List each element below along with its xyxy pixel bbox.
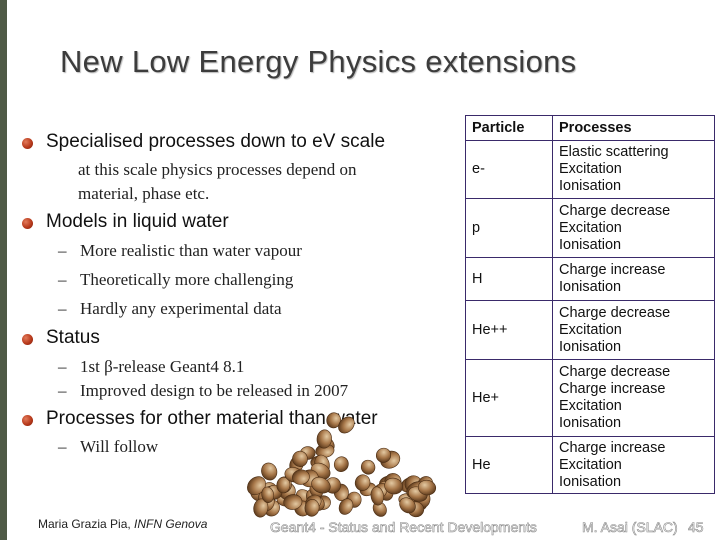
bullet-icon (22, 334, 33, 345)
sub-item-text: More realistic than water vapour (80, 241, 302, 260)
process-name: Excitation (559, 161, 622, 177)
process-name: Excitation (559, 398, 622, 414)
seed-shape (292, 469, 310, 485)
particle-cell: He+ (465, 359, 553, 437)
process-name: Charge decrease (559, 304, 671, 321)
seed-shape (333, 456, 349, 472)
table-header-row: Particle Processes (465, 115, 715, 141)
footer-title: Geant4 - Status and Recent Developments (270, 519, 538, 536)
left-edge-rule (0, 0, 7, 540)
bullet-item-3: Status (46, 327, 100, 348)
table-body: e- Elastic scattering Excitation Ionisation… (465, 140, 715, 494)
seed-shape (370, 486, 384, 506)
table-row: p Charge decrease Excitation Ionisation (465, 198, 715, 258)
sub-item-text: 1st β-release Geant4 8.1 (80, 357, 245, 376)
seed-shape (304, 499, 320, 517)
seed-shape (384, 477, 403, 495)
dash-marker: – (58, 299, 67, 318)
bullet-icon (22, 138, 33, 149)
bullet-icon (22, 218, 33, 229)
process-name: Ionisation (559, 473, 622, 490)
process-name: Ionisation (559, 415, 622, 431)
table-row: He+ Charge decrease Charge increase Excitat… (465, 359, 715, 437)
dash-marker: – (58, 437, 67, 456)
process-name: Ionisation (559, 338, 622, 355)
bullet-2-sub-1: – More realistic than water vapour (58, 241, 302, 261)
sub-item-text: Hardly any experimental data (80, 299, 282, 318)
seed-shape (417, 479, 437, 496)
process-name: Excitation (559, 219, 622, 236)
footer-author: Maria Grazia Pia, INFN Genova (38, 517, 207, 531)
particle-cell: He++ (465, 300, 553, 360)
processes-cell: Charge decrease Excitation Ionisation (552, 198, 715, 258)
process-name: Elastic scattering (559, 144, 669, 160)
seed-shape (261, 486, 275, 503)
footer-author-affiliation: INFN Genova (134, 517, 208, 531)
seeds-image (247, 412, 437, 518)
header-processes: Processes (552, 115, 715, 141)
process-name: Ionisation (559, 279, 622, 295)
seed-shape (276, 476, 291, 494)
bullet-item-2: Models in liquid water (46, 211, 229, 232)
bullet-item-1: Specialised processes down to eV scale (46, 131, 386, 152)
bullet-1-sub-1: at this scale physics processes depend o… (78, 160, 357, 179)
process-name: Charge decrease (559, 364, 671, 380)
footer-author-name: Maria Grazia Pia, (38, 517, 135, 531)
seed-shape (261, 462, 278, 481)
particle-cell: e- (465, 140, 553, 199)
processes-cell: Charge increase Excitation Ionisation (552, 436, 715, 494)
sub-item-text: Will follow (80, 437, 159, 456)
processes-cell: Elastic scattering Excitation Ionisation (552, 140, 715, 199)
particle-cell: p (465, 198, 553, 258)
seed-shape (354, 474, 371, 491)
process-name: Charge increase (559, 439, 666, 456)
particle-process-table: Particle Processes e- Elastic scattering E… (465, 115, 715, 494)
bullet-2-sub-2: – Theoretically more challenging (58, 270, 293, 290)
seed-shape (338, 498, 354, 515)
bullet-item-4: Processes for other material than water (46, 408, 378, 429)
table-row: H Charge increase Ionisation (465, 257, 715, 301)
bullet-3-sub-2: – Improved design to be released in 2007 (58, 381, 348, 401)
bullet-2-sub-3: – Hardly any experimental data (58, 299, 282, 319)
seed-shape (292, 450, 308, 467)
bullet-3-sub-1: –1st β-release Geant4 8.1 (58, 357, 244, 377)
footer-presenter: M. Asai (SLAC) (582, 519, 678, 536)
seed-shape (316, 429, 332, 449)
process-name: Ionisation (559, 236, 622, 253)
dash-marker: – (58, 241, 67, 260)
processes-cell: Charge decrease Charge increase Excitation… (552, 359, 715, 437)
process-name: Charge increase (559, 262, 666, 278)
process-name: Excitation (559, 321, 622, 338)
sub-item-text: Theoretically more challenging (80, 270, 294, 289)
table-row: e- Elastic scattering Excitation Ionisation (465, 140, 715, 199)
dash-marker: – (58, 270, 67, 289)
seed-shape (360, 459, 376, 475)
bullet-4-sub-1: – Will follow (58, 437, 158, 457)
bullet-1-sub-2: material, phase etc. (78, 184, 210, 203)
process-name: Charge increase (559, 381, 666, 397)
particle-cell: H (465, 257, 553, 301)
seed-shape (283, 494, 303, 510)
sub-item-text: Improved design to be released in 2007 (80, 381, 349, 400)
table-row: He++ Charge decrease Excitation Ionisation (465, 300, 715, 360)
seed-shape (399, 497, 416, 514)
header-particle: Particle (465, 115, 553, 141)
seed-shape (311, 476, 331, 494)
dash-marker: – (58, 381, 67, 400)
dash-marker: – (58, 357, 67, 376)
page-number: 45 (688, 519, 704, 536)
processes-cell: Charge decrease Excitation Ionisation (552, 300, 715, 360)
process-name: Charge decrease (559, 202, 671, 219)
processes-cell: Charge increase Ionisation (552, 257, 715, 301)
process-name: Ionisation (559, 178, 622, 194)
table-row: He Charge increase Excitation Ionisation (465, 436, 715, 494)
particle-cell: He (465, 436, 553, 494)
seed-shape (253, 498, 269, 518)
seed-shape (375, 447, 392, 463)
bullet-icon (22, 415, 33, 426)
slide-title: New Low Energy Physics extensions (60, 44, 577, 79)
process-name: Excitation (559, 456, 622, 473)
seed-shape (338, 416, 355, 434)
